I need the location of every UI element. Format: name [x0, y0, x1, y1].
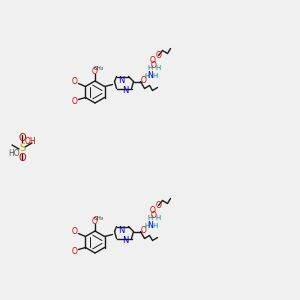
Text: N: N: [148, 221, 153, 230]
Text: H: H: [147, 215, 152, 221]
Text: OH: OH: [24, 137, 36, 146]
Text: O: O: [151, 61, 157, 70]
Text: S: S: [19, 143, 25, 153]
Text: O: O: [141, 76, 146, 85]
Text: H: H: [147, 65, 152, 71]
Text: H: H: [144, 223, 149, 229]
Text: O: O: [150, 206, 155, 215]
Text: N: N: [118, 226, 125, 235]
Text: H: H: [155, 215, 160, 221]
Text: H: H: [155, 65, 160, 71]
Text: O: O: [156, 201, 161, 210]
Text: O: O: [71, 97, 77, 106]
Text: O: O: [150, 56, 155, 65]
Text: H: H: [152, 223, 157, 229]
Text: CH₃: CH₃: [94, 217, 104, 221]
Text: O: O: [92, 68, 98, 76]
Text: O: O: [141, 226, 146, 235]
Text: N: N: [122, 86, 129, 95]
Text: O: O: [18, 153, 26, 163]
Text: O: O: [151, 211, 157, 220]
Text: O: O: [92, 218, 98, 226]
Text: O: O: [71, 227, 77, 236]
Text: N: N: [148, 71, 153, 80]
Text: O: O: [18, 133, 26, 143]
Text: O: O: [71, 77, 77, 86]
Text: H: H: [144, 73, 149, 79]
Text: N: N: [122, 236, 129, 245]
Text: O: O: [71, 247, 77, 256]
Text: H: H: [152, 73, 157, 79]
Text: HO: HO: [8, 149, 20, 158]
Text: N: N: [118, 76, 125, 85]
Text: CH₃: CH₃: [94, 67, 104, 71]
Text: O: O: [156, 51, 161, 60]
